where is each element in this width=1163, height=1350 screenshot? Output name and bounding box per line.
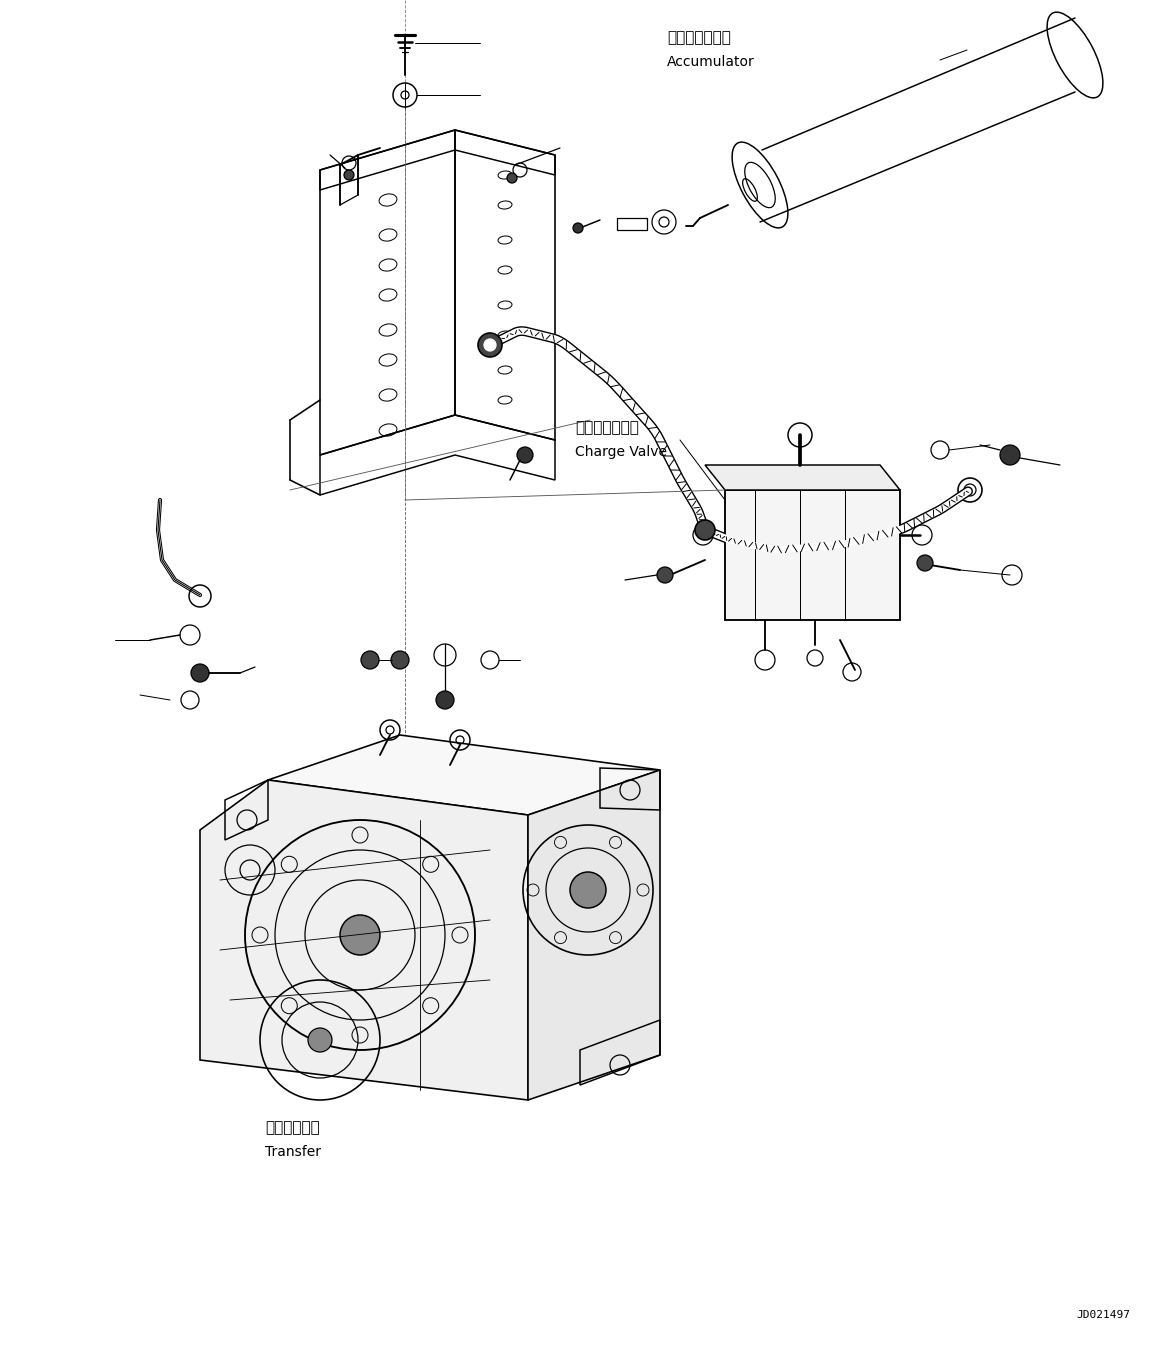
Circle shape [518,447,533,463]
Circle shape [573,223,583,234]
Text: JD021497: JD021497 [1076,1310,1130,1320]
Circle shape [507,173,518,184]
Text: アキュムレータ: アキュムレータ [668,30,730,45]
Polygon shape [267,734,659,815]
Text: トランスファ: トランスファ [265,1120,320,1135]
Bar [618,217,647,230]
Circle shape [570,872,606,909]
Circle shape [436,691,454,709]
Circle shape [916,555,933,571]
Bar [725,490,900,620]
Circle shape [391,651,409,670]
Circle shape [361,651,379,670]
Circle shape [344,170,354,180]
Circle shape [657,567,673,583]
Circle shape [340,915,380,954]
Polygon shape [705,464,900,490]
Text: Charge Valve: Charge Valve [575,446,668,459]
Text: Transfer: Transfer [265,1145,321,1160]
Text: チャージバルブ: チャージバルブ [575,420,638,435]
Polygon shape [528,769,659,1100]
Circle shape [1000,446,1020,464]
Circle shape [478,333,502,356]
Polygon shape [200,780,528,1100]
Circle shape [484,339,495,351]
Circle shape [308,1027,331,1052]
Circle shape [191,664,209,682]
Circle shape [695,520,715,540]
Circle shape [699,531,707,539]
Text: Accumulator: Accumulator [668,55,755,69]
